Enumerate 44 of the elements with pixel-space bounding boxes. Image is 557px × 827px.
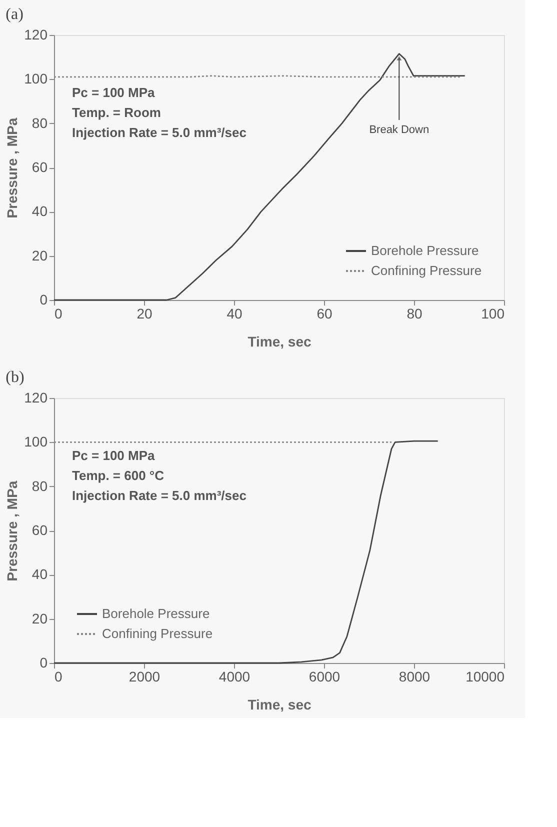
x-tick-label: 0 — [54, 668, 62, 684]
x-tick-label: 0 — [54, 306, 62, 322]
x-axis-title: Time, sec — [248, 334, 312, 350]
x-tick-label: 100 — [481, 306, 505, 322]
y-tick-label: 60 — [32, 522, 48, 538]
y-tick-label: 100 — [24, 70, 48, 87]
annotation: Temp. = Room — [72, 105, 161, 120]
line-series — [53, 440, 439, 664]
x-tick-label: 4000 — [218, 668, 250, 684]
x-tick-label: 40 — [226, 306, 242, 322]
y-tick-label: 120 — [24, 26, 48, 42]
x-tick-label: 8000 — [398, 668, 430, 684]
annotation: Injection Rate = 5.0 mm³/sec — [72, 488, 246, 503]
y-tick-label: 100 — [24, 434, 48, 450]
legend-label: Confining Pressure — [102, 626, 213, 641]
x-tick-label: 2000 — [128, 668, 160, 684]
x-tick-label: 80 — [406, 306, 422, 322]
y-tick-label: 120 — [24, 390, 48, 406]
legend-label: Borehole Pressure — [371, 243, 479, 258]
y-tick-label: 60 — [32, 159, 48, 175]
y-tick-label: 80 — [32, 114, 48, 131]
x-tick-label: 10000 — [466, 668, 505, 684]
y-tick-label: 0 — [40, 654, 48, 670]
y-axis-title: Pressure , MPa — [4, 480, 20, 582]
x-tick-label: 6000 — [308, 668, 340, 684]
legend-label: Confining Pressure — [371, 263, 482, 278]
x-axis-title: Time, sec — [248, 696, 312, 712]
x-tick-label: 60 — [316, 306, 332, 322]
annotation: Pc = 100 MPa — [72, 448, 156, 463]
y-tick-label: 20 — [32, 610, 48, 626]
annotation: Injection Rate = 5.0 mm³/sec — [72, 125, 246, 140]
annotation: Temp. = 600 °C — [72, 468, 165, 483]
annotation: Pc = 100 MPa — [72, 85, 156, 100]
legend-label: Borehole Pressure — [102, 606, 210, 621]
y-axis-title: Pressure , MPa — [4, 118, 20, 218]
y-tick-label: 20 — [32, 247, 48, 264]
annotation: Break Down — [369, 124, 430, 136]
y-tick-label: 40 — [32, 566, 48, 582]
chart-title: (b) — [6, 369, 24, 386]
chart-title: (a) — [6, 6, 24, 23]
y-tick-label: 80 — [32, 478, 48, 494]
y-tick-label: 40 — [32, 203, 48, 220]
x-tick-label: 20 — [136, 306, 152, 322]
y-tick-label: 0 — [40, 292, 48, 308]
